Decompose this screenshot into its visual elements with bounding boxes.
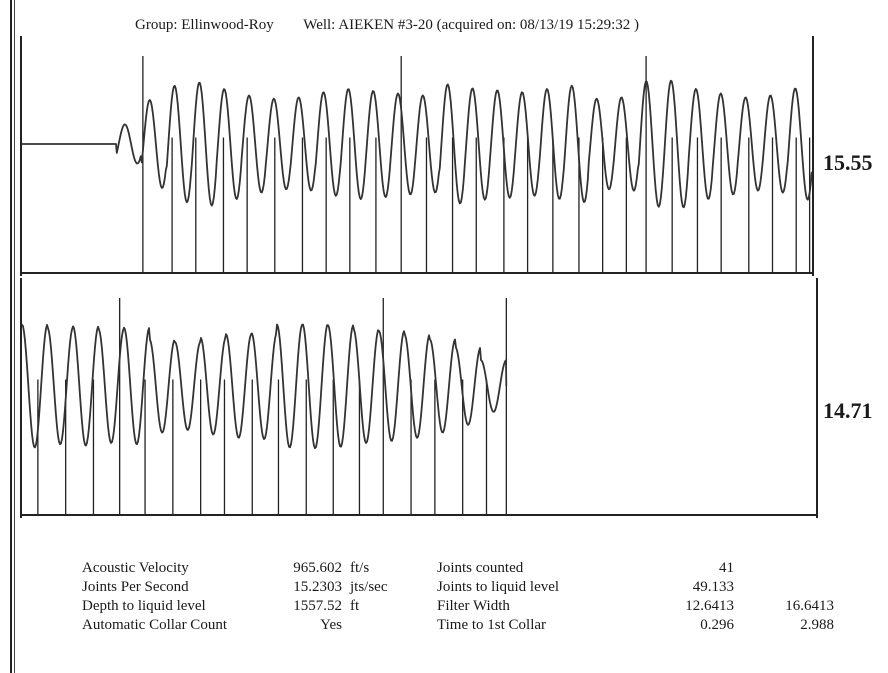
joints-counted-value: 41 — [719, 560, 734, 576]
time-to-first-collar-value: 0.296 — [700, 617, 734, 633]
time-to-first-collar-label: Time to 1st Collar — [437, 617, 547, 633]
acoustic-waveform-line — [21, 323, 508, 450]
joints-counted-label: Joints counted — [437, 560, 524, 576]
filter-width-value-2: 16.6413 — [785, 598, 834, 614]
joints-per-second-value: 15.2303 — [293, 579, 342, 595]
results-row: Depth to liquid level 1557.52 ft Filter … — [82, 598, 842, 617]
acoustic-trace-panel-bottom — [20, 278, 818, 518]
joints-to-liquid-level-value: 49.133 — [692, 579, 734, 595]
joints-per-second-unit: jts/sec — [350, 579, 388, 595]
joints-to-liquid-level-label: Joints to liquid level — [437, 579, 560, 595]
joints-per-second-value-bottom: 14.71 — [823, 398, 873, 423]
filter-width-label: Filter Width — [437, 598, 510, 614]
page-border-line — [10, 0, 12, 673]
results-table: Acoustic Velocity 965.602 ft/s Joints co… — [82, 560, 842, 636]
acoustic-velocity-value: 965.602 — [293, 560, 342, 576]
depth-to-liquid-level-unit: ft — [350, 598, 360, 614]
depth-to-liquid-level-value: 1557.52 — [293, 598, 342, 614]
results-row: Acoustic Velocity 965.602 ft/s Joints co… — [82, 560, 842, 579]
joints-per-second-value-top: 15.55 — [823, 150, 873, 175]
acoustic-waveform-line — [22, 79, 813, 209]
automatic-collar-count-value: Yes — [320, 617, 342, 633]
page-border-line-inner — [14, 0, 15, 673]
acoustic-velocity-unit: ft/s — [350, 560, 370, 576]
group-label: Group: Ellinwood-Roy — [135, 17, 274, 33]
filter-width-value: 12.6413 — [685, 598, 734, 614]
depth-to-liquid-level-label: Depth to liquid level — [82, 598, 206, 614]
results-row: Joints Per Second 15.2303 jts/sec Joints… — [82, 579, 842, 598]
results-row: Automatic Collar Count Yes Time to 1st C… — [82, 617, 842, 636]
acoustic-trace-panel-top — [20, 36, 814, 276]
time-to-first-collar-value-2: 2.988 — [800, 617, 834, 633]
joints-per-second-label: Joints Per Second — [82, 579, 189, 595]
well-label: Well: AIEKEN #3-20 (acquired on: 08/13/1… — [303, 17, 640, 33]
automatic-collar-count-label: Automatic Collar Count — [82, 617, 227, 633]
acoustic-velocity-label: Acoustic Velocity — [82, 560, 189, 576]
chart-header: Group: Ellinwood-Roy Well: AIEKEN #3-20 … — [135, 17, 665, 34]
